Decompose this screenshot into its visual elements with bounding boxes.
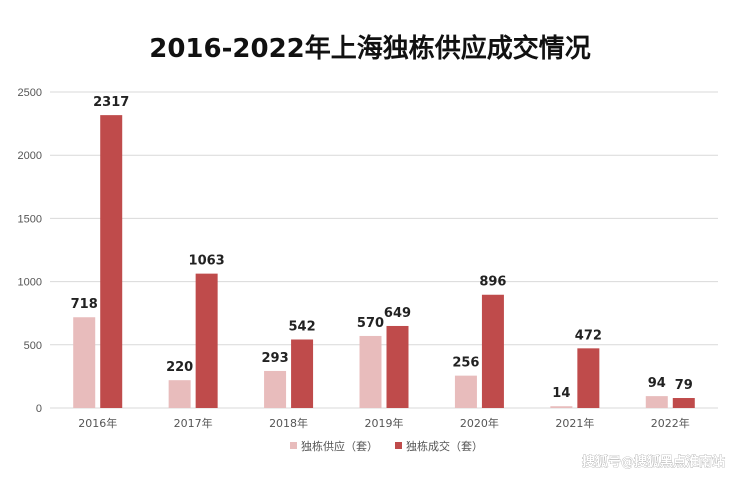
bar-deal	[386, 325, 409, 408]
bar-supply	[550, 406, 573, 408]
data-label: 256	[452, 356, 479, 371]
bar-deal	[291, 339, 314, 408]
data-label: 570	[357, 316, 384, 331]
bar-deal	[577, 348, 600, 408]
watermark-text: 搜狐号@搜狐黑点淮南站	[582, 454, 725, 470]
data-label: 1063	[189, 254, 225, 269]
data-label: 2317	[93, 95, 129, 110]
y-tick-label: 1500	[18, 213, 42, 225]
bar-supply	[359, 335, 382, 408]
y-tick-label: 2500	[18, 87, 42, 99]
data-label: 220	[166, 360, 193, 375]
grid-layer	[50, 91, 718, 409]
bar-deal	[672, 398, 695, 408]
data-label: 293	[262, 351, 289, 366]
x-tick-label: 2017年	[174, 416, 213, 430]
chart-title: 2016-2022年上海独栋供应成交情况	[149, 33, 591, 64]
legend: 独栋供应（套） 独栋成交（套）	[290, 439, 483, 453]
bar-supply	[454, 375, 477, 408]
y-tick-label: 2000	[18, 150, 42, 162]
x-tick-label: 2020年	[460, 416, 499, 430]
bar-supply	[73, 317, 96, 408]
data-label: 79	[675, 378, 693, 393]
data-label: 542	[289, 319, 316, 334]
x-tick-label: 2018年	[269, 416, 308, 430]
y-tick-label: 0	[36, 403, 42, 415]
bar-supply	[645, 396, 668, 408]
bar-deal	[195, 273, 218, 408]
data-label: 94	[648, 376, 666, 391]
legend-label: 独栋成交（套）	[406, 439, 483, 453]
data-label: 472	[575, 328, 602, 343]
x-tick-label: 2019年	[365, 416, 404, 430]
labels-layer: 0 500 1000 1500 2000 2500 718 2317 2016年 220 1063 2…	[18, 87, 693, 430]
x-tick-label: 2016年	[78, 416, 117, 430]
legend-swatch	[290, 442, 297, 449]
data-label: 649	[384, 306, 411, 321]
bar-supply	[264, 370, 287, 408]
bar-deal	[481, 294, 504, 408]
bar-deal	[100, 115, 123, 409]
data-label: 718	[71, 297, 98, 312]
x-tick-label: 2021年	[555, 416, 594, 430]
y-tick-label: 1000	[18, 277, 42, 289]
legend-swatch	[395, 442, 402, 449]
data-label: 896	[479, 275, 506, 290]
bars-layer	[73, 115, 695, 409]
bar-supply	[168, 380, 191, 408]
y-tick-label: 500	[24, 340, 42, 352]
legend-label: 独栋供应（套）	[301, 439, 378, 453]
data-label: 14	[552, 386, 570, 401]
x-tick-label: 2022年	[651, 416, 690, 430]
